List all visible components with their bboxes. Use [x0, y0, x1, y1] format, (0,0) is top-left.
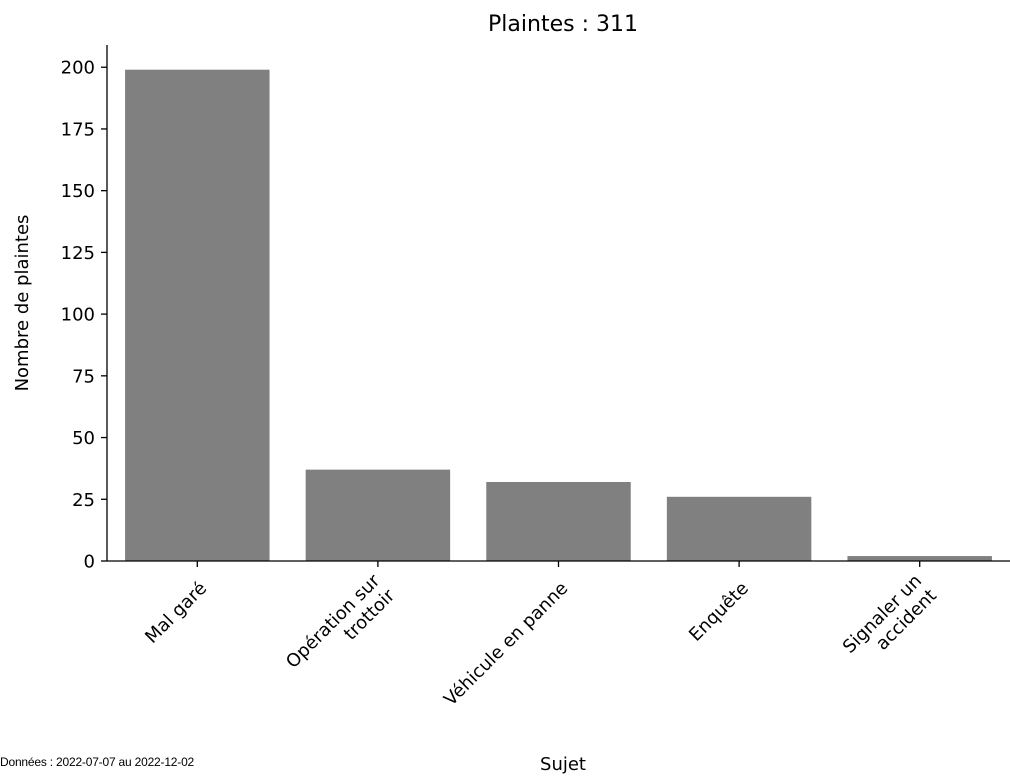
y-tick-label: 25 [72, 490, 95, 511]
y-tick-label: 175 [61, 119, 95, 140]
bar [486, 481, 631, 561]
y-tick-label: 150 [61, 181, 95, 202]
x-tick-label: Enquête [685, 578, 753, 646]
x-tick-label: Véhicule en panne [440, 578, 572, 710]
chart-title: Plaintes : 311 [488, 12, 638, 37]
y-tick-label: 0 [84, 552, 95, 573]
bar [847, 556, 992, 561]
data-date-range-note: Données : 2022-07-07 au 2022-12-02 [0, 755, 195, 769]
x-tick-label: Opération surtrottoir [282, 570, 399, 687]
bar [125, 69, 270, 561]
x-tick-label: Mal garé [141, 578, 211, 648]
y-tick-label: 50 [72, 428, 95, 449]
y-tick-label: 75 [72, 366, 95, 387]
bar [305, 469, 451, 561]
y-tick-label: 200 [61, 58, 95, 79]
y-tick-label: 100 [61, 305, 95, 326]
y-axis-label: Nombre de plaintes [12, 215, 33, 392]
bar [666, 496, 812, 561]
y-tick-label: 125 [61, 243, 95, 264]
x-axis-label: Sujet [540, 754, 586, 775]
x-tick-label: Signaler unaccident [839, 571, 941, 673]
